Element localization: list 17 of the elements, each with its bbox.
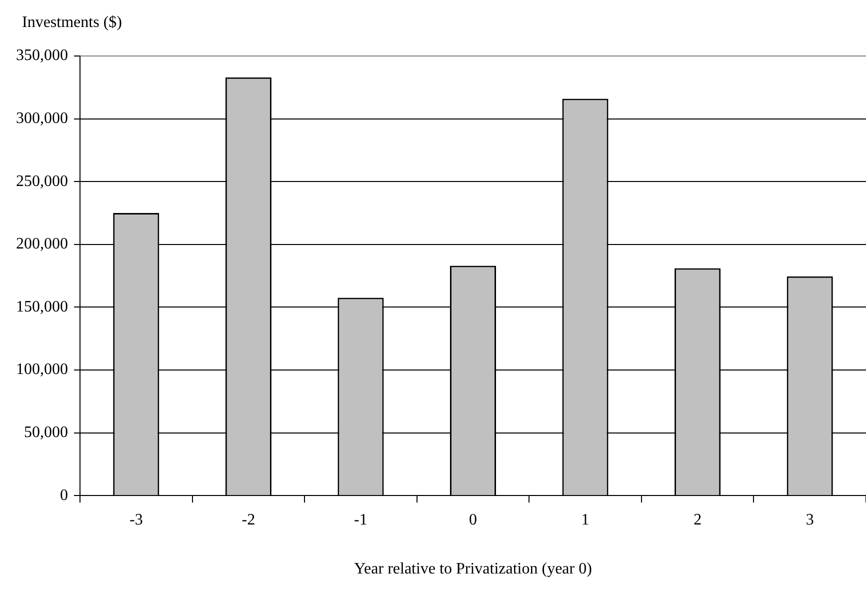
x-axis-title: Year relative to Privatization (year 0) (354, 560, 592, 578)
x-tick-label: 2 (694, 511, 702, 528)
y-tick-label: 50,000 (24, 424, 68, 442)
y-tick-label: 250,000 (16, 172, 68, 190)
x-tick-label: 1 (581, 511, 590, 528)
y-tick-label: 0 (60, 486, 68, 504)
x-tick-label: 3 (806, 511, 814, 528)
y-tick-label: 200,000 (16, 236, 68, 253)
y-tick-label: 300,000 (16, 110, 68, 128)
x-tick-label: -1 (354, 511, 368, 528)
y-tick-label: 100,000 (16, 361, 68, 378)
y-axis-title: Investments ($) (22, 14, 122, 32)
x-tick-label: 0 (469, 511, 477, 528)
x-tick-label: -3 (129, 511, 143, 528)
y-tick-label: 350,000 (16, 47, 68, 64)
y-tick-label: 150,000 (16, 298, 68, 316)
x-tick-label: -2 (242, 511, 256, 528)
